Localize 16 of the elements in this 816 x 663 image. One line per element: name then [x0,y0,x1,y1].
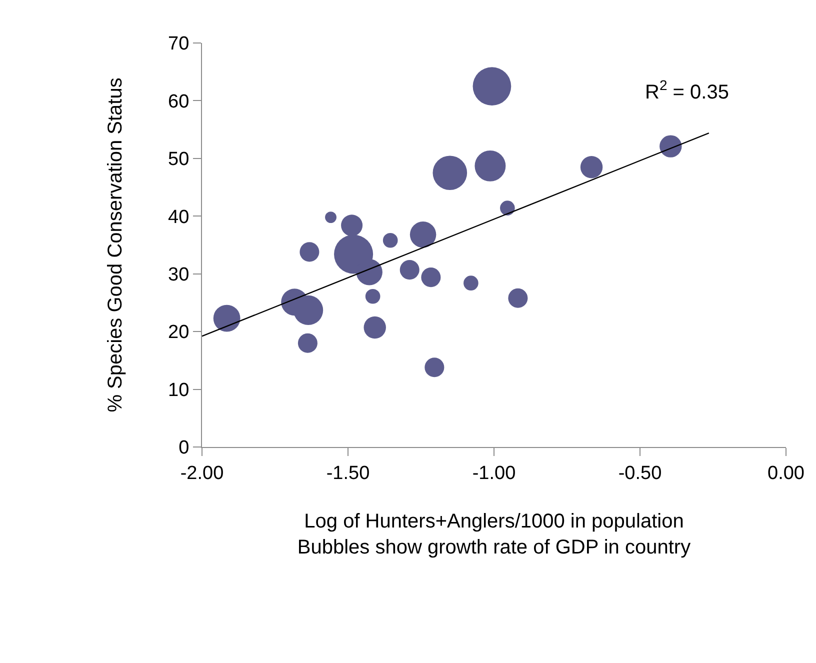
y-tick-label: 40 [168,206,190,228]
y-axis-title: % Species Good Conservation Status [104,78,127,412]
y-tick-label: 70 [168,34,190,55]
y-tick-label: 20 [168,322,190,344]
x-axis-title: Log of Hunters+Anglers/1000 in population Bubbles show growth rate of GDP in country [297,510,691,558]
y-tick-label: 30 [168,264,190,286]
x-tick-label: -1.00 [472,462,516,484]
y-tick-label: 50 [168,149,190,170]
x-tick-label: 0.00 [768,462,804,484]
x-tick-label: -0.50 [618,462,662,484]
y-tick-label: 10 [168,380,190,401]
y-tick-label: 0 [178,438,190,459]
x-tick-label: -1.50 [326,462,370,484]
annotation: R$^{2}$ = 0.35 [645,77,729,104]
x-tick-label: -2.00 [180,462,224,484]
y-tick-label: 60 [168,91,190,112]
